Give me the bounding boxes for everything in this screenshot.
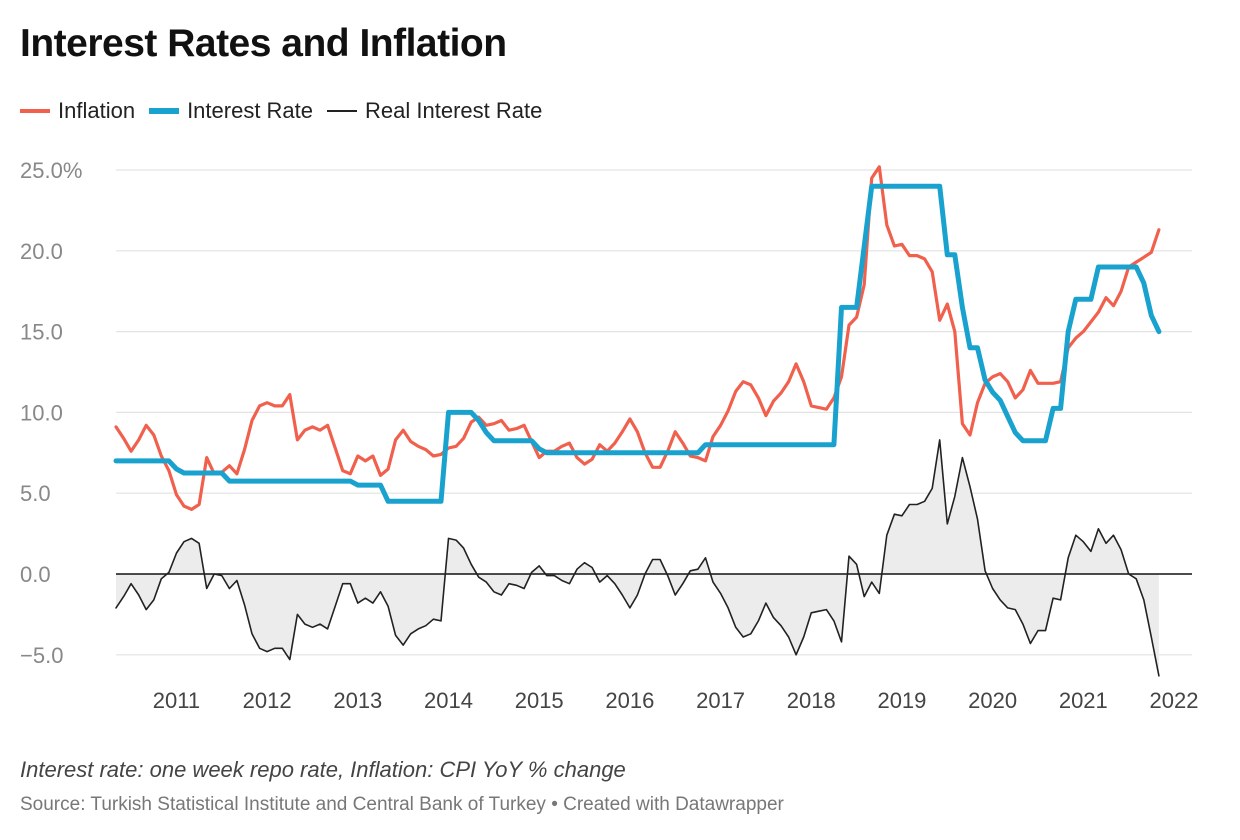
x-tick-label: 2022 bbox=[1150, 688, 1199, 713]
chart-notes: Interest rate: one week repo rate, Infla… bbox=[20, 757, 626, 782]
x-tick-label: 2020 bbox=[968, 688, 1017, 713]
y-tick-label: 5.0 bbox=[20, 481, 51, 506]
x-tick-label: 2016 bbox=[605, 688, 654, 713]
x-tick-label: 2021 bbox=[1059, 688, 1108, 713]
legend-label-interest-rate: Interest Rate bbox=[187, 98, 314, 123]
legend-label-real-interest-rate: Real Interest Rate bbox=[365, 98, 543, 123]
x-tick-label: 2019 bbox=[877, 688, 926, 713]
legend-swatch-inflation bbox=[20, 109, 50, 113]
y-tick-label: 25.0% bbox=[20, 158, 82, 183]
legend-item-interest-rate: Interest Rate bbox=[149, 98, 313, 124]
y-tick-label: 15.0 bbox=[20, 320, 63, 345]
y-axis-ticks: 25.0% 20.0 15.0 10.0 5.0 0.0 −5.0 bbox=[20, 158, 82, 668]
real-rate-area bbox=[116, 439, 1159, 676]
x-tick-label: 2013 bbox=[333, 688, 382, 713]
y-tick-label: 10.0 bbox=[20, 400, 63, 425]
legend-swatch-real-interest-rate bbox=[327, 110, 358, 112]
x-tick-label: 2017 bbox=[696, 688, 745, 713]
y-tick-label: −5.0 bbox=[20, 643, 63, 668]
x-tick-label: 2012 bbox=[243, 688, 292, 713]
legend-item-real-interest-rate: Real Interest Rate bbox=[327, 98, 542, 124]
legend-label-inflation: Inflation bbox=[58, 98, 136, 123]
legend: Inflation Interest Rate Real Interest Ra… bbox=[20, 98, 556, 124]
y-tick-label: 0.0 bbox=[20, 562, 51, 587]
real-interest-rate-line bbox=[115, 439, 1160, 677]
series-layer bbox=[113, 165, 1162, 677]
interest-rate-line bbox=[113, 183, 1162, 504]
legend-swatch-interest-rate bbox=[149, 108, 180, 114]
y-tick-label: 20.0 bbox=[20, 239, 63, 264]
x-tick-label: 2018 bbox=[787, 688, 836, 713]
x-tick-label: 2011 bbox=[153, 688, 200, 713]
x-axis-ticks: 2011 2012 2013 2014 2015 2016 2017 2018 2019 2020… bbox=[153, 688, 1199, 713]
real-rate-fill-layer bbox=[116, 439, 1159, 676]
x-tick-label: 2015 bbox=[515, 688, 564, 713]
chart-source: Source: Turkish Statistical Institute an… bbox=[20, 794, 784, 815]
grid-layer bbox=[116, 169, 1192, 656]
inflation-line bbox=[114, 165, 1161, 511]
x-tick-label: 2014 bbox=[424, 688, 473, 713]
chart-title: Interest Rates and Inflation bbox=[20, 22, 507, 65]
legend-item-inflation: Inflation bbox=[20, 98, 135, 124]
